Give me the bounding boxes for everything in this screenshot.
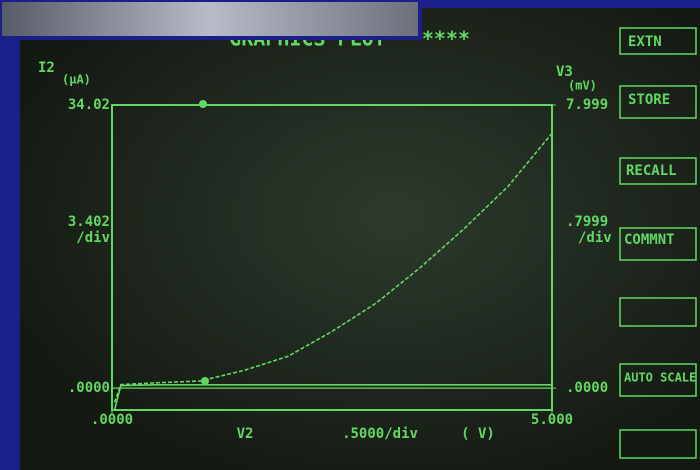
x-unit: ( V) xyxy=(461,426,495,442)
x-tick-label: 5.000 xyxy=(531,412,573,428)
cursor-marker xyxy=(199,100,207,108)
x-tick-label: .0000 xyxy=(91,412,133,428)
y2-tick-label: 7.999 xyxy=(566,97,608,113)
x-axis-title: V2 xyxy=(237,426,254,442)
y2-unit: (mV) xyxy=(568,79,597,93)
y-scale: 3.402 xyxy=(68,214,110,230)
x-scale: .5000/div xyxy=(342,426,418,442)
y-scale: /div xyxy=(76,230,110,246)
y-tick-label: 34.02 xyxy=(68,97,110,113)
softkey-label[interactable]: RECALL xyxy=(626,163,677,179)
softkey-label[interactable]: AUTO SCALE xyxy=(624,371,696,385)
y2-scale: .7999 xyxy=(566,214,608,230)
y-unit: (µA) xyxy=(62,73,91,87)
y2-tick-label: .0000 xyxy=(566,380,608,396)
softkey-label[interactable]: EXTN xyxy=(628,34,662,50)
softkey-label[interactable]: STORE xyxy=(628,92,670,108)
softkey-label[interactable]: COMMNT xyxy=(624,232,675,248)
y2-scale: /div xyxy=(578,230,612,246)
cursor-marker xyxy=(201,377,209,385)
page: ****** GRAPHICS PLOT ****** EXTN STORE R… xyxy=(0,0,700,470)
screen: ****** GRAPHICS PLOT ****** EXTN STORE R… xyxy=(0,0,700,470)
y-axis-title: I2 xyxy=(38,60,55,76)
photo-inset xyxy=(0,0,420,38)
y-tick-label: .0000 xyxy=(68,380,110,396)
